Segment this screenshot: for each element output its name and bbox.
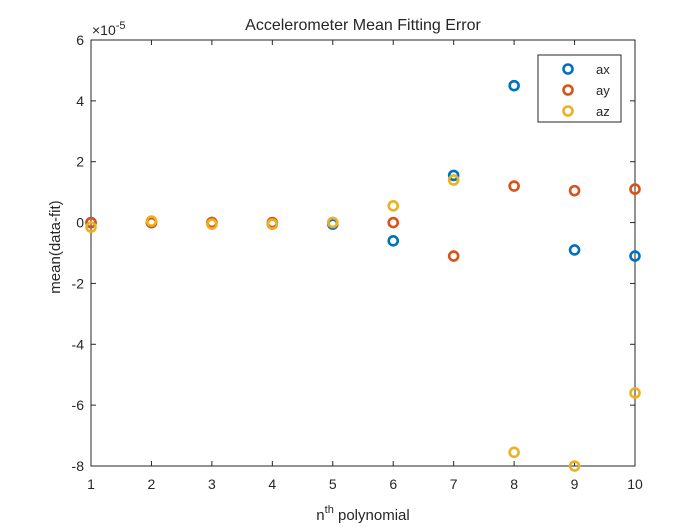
x-tick-label: 8 <box>510 476 518 492</box>
legend-label-ay: ay <box>596 83 610 98</box>
x-axis-label-superscript: th <box>325 504 334 516</box>
point-az <box>387 200 400 212</box>
x-tick-label: 9 <box>571 476 579 492</box>
y-tick-label: 6 <box>76 32 84 48</box>
x-tick-label: 10 <box>627 476 643 492</box>
legend-marker-az <box>562 105 574 117</box>
y-tick-label: -2 <box>72 275 85 291</box>
x-tick-label: 1 <box>87 476 95 492</box>
point-ax <box>629 250 641 262</box>
legend-marker-ay <box>562 84 574 96</box>
x-tick-label: 7 <box>450 476 458 492</box>
y-axis-label: mean(data-fit) <box>47 200 64 293</box>
y-exponent-power: -5 <box>116 20 126 32</box>
x-axis-label-base: n <box>316 507 324 524</box>
data-points <box>85 79 641 472</box>
y-axis: -8 -6 -4 -2 0 2 4 6 <box>72 32 635 474</box>
point-az <box>447 174 460 186</box>
x-axis: 1 2 3 4 5 6 7 8 9 10 <box>87 40 643 492</box>
legend-marker-ax <box>562 63 574 75</box>
point-az <box>568 460 581 472</box>
point-az <box>508 446 520 459</box>
x-tick-label: 3 <box>208 476 216 492</box>
point-ax <box>387 235 400 247</box>
x-tick-label: 6 <box>389 476 397 492</box>
y-exponent-base: ×10 <box>92 22 116 38</box>
point-az <box>266 218 279 230</box>
point-ay <box>568 184 581 197</box>
point-ay <box>387 216 400 229</box>
y-tick-label: -4 <box>72 336 85 352</box>
point-ay <box>447 250 460 262</box>
point-az <box>629 387 641 399</box>
x-tick-label: 2 <box>148 476 156 492</box>
y-tick-label: 4 <box>76 93 84 109</box>
x-tick-label: 5 <box>329 476 337 492</box>
point-ax <box>447 169 460 182</box>
legend-label-az: az <box>596 104 610 119</box>
point-az <box>145 215 158 227</box>
point-ax <box>508 79 520 92</box>
x-tick-label: 4 <box>268 476 276 492</box>
point-az <box>326 216 339 229</box>
y-tick-label: -6 <box>72 397 85 413</box>
y-tick-label: -8 <box>72 458 85 474</box>
y-tick-label: 2 <box>76 154 84 170</box>
point-ay <box>629 183 641 195</box>
x-axis-label-rest: polynomial <box>334 507 410 524</box>
point-ax <box>568 244 581 256</box>
point-ay <box>508 180 520 192</box>
chart-title: Accelerometer Mean Fitting Error <box>245 17 481 34</box>
legend-label-ax: ax <box>596 62 610 77</box>
point-az <box>85 221 97 233</box>
point-az <box>206 218 218 230</box>
legend: ax ay az <box>537 54 622 123</box>
legend-box <box>537 54 622 123</box>
point-ay <box>85 216 97 229</box>
y-axis-exponent: ×10-5 <box>92 20 126 38</box>
y-tick-label: 0 <box>76 215 84 231</box>
x-axis-label: nth polynomial <box>316 504 409 524</box>
